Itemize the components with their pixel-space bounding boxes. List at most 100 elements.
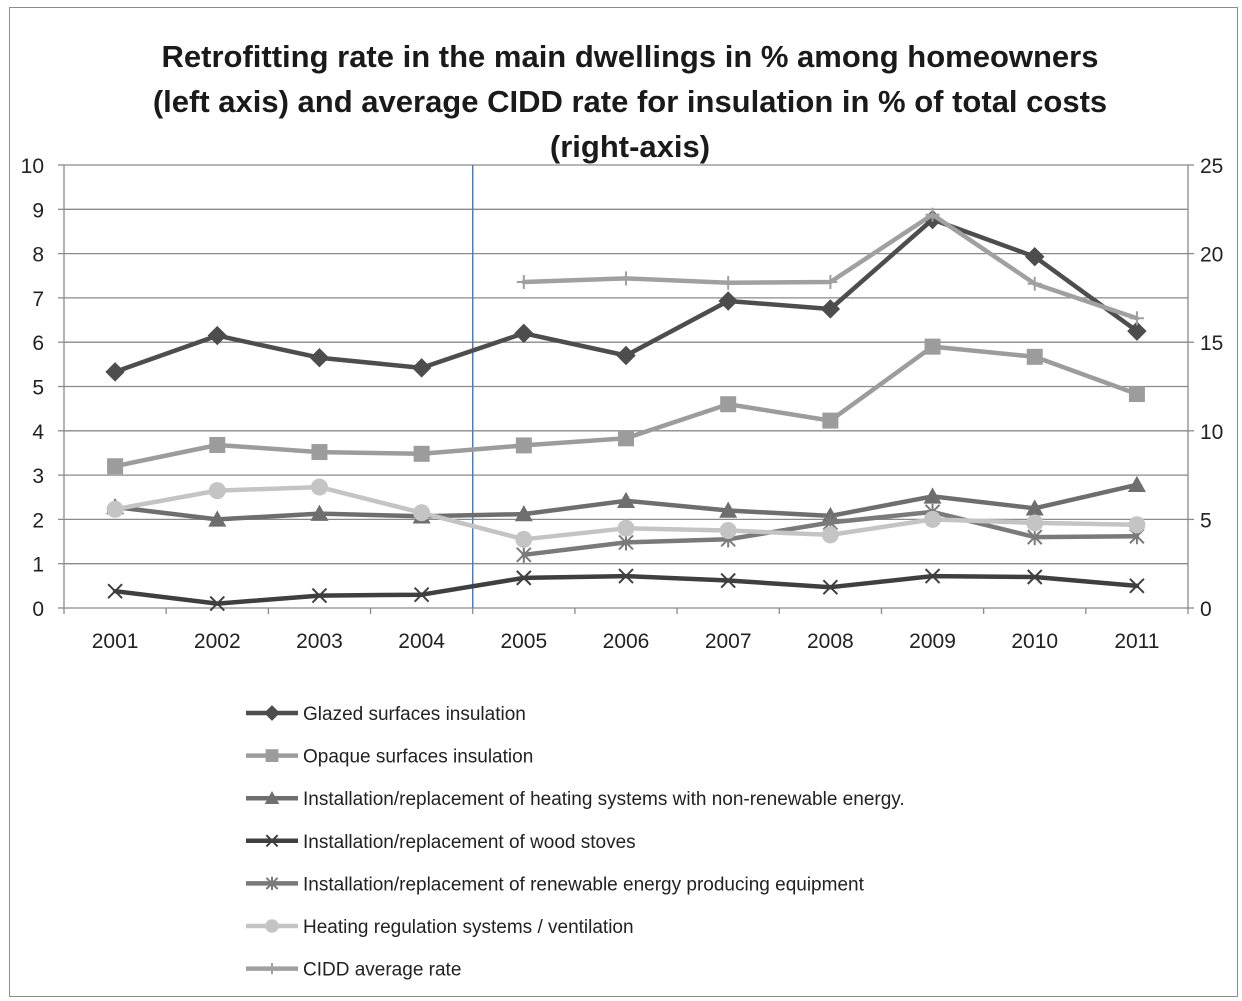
data-point [1026,348,1043,365]
data-point [1127,321,1147,341]
y-left-tick-label: 0 [32,598,44,621]
data-point [1027,529,1043,546]
series-3 [106,475,1146,527]
y-right-tick-label: 5 [1200,509,1212,532]
y-left-tick-label: 9 [32,199,44,222]
data-point [209,436,226,453]
data-point [822,412,839,429]
legend-label: Installation/replacement of heating syst… [303,789,905,810]
chart-title-line-2: (left axis) and average CIDD rate for in… [153,84,1107,119]
chart-title-line-3: (right-axis) [550,129,710,164]
legend-swatch-marker [265,919,279,933]
series-7 [516,207,1144,326]
data-point [719,501,738,518]
data-point [924,338,941,355]
x-tick-label: 2006 [603,630,650,653]
data-point [413,504,431,522]
data-point [516,546,532,563]
legend-label: Installation/replacement of renewable en… [303,874,865,895]
data-point [823,274,838,289]
data-point [107,583,123,599]
series-1 [105,209,1147,382]
data-point [924,568,941,584]
data-point [515,530,533,548]
axes: 0 1 2 3 4 5 6 7 8 9 10 0 5 10 15 20 25 2001 2002 2003 2004 20… [21,155,1224,653]
legend-entry: Glazed surfaces insulation [246,704,526,725]
legend-swatch-marker [264,791,280,804]
data-point [1128,516,1146,534]
legend-swatch-marker [265,749,279,762]
data-point [1027,569,1043,585]
data-point [514,505,533,522]
y-left-tick-label: 5 [32,377,44,400]
data-point [516,274,531,289]
series [105,207,1147,612]
y-right-tick-label: 10 [1200,421,1223,444]
legend-entry: Opaque surfaces insulation [246,747,533,768]
data-point [310,478,328,496]
legend-swatch-marker [266,963,278,975]
legend-label: Glazed surfaces insulation [303,704,526,725]
x-tick-label: 2011 [1114,630,1159,653]
data-point [820,299,841,319]
data-point [720,572,736,589]
data-point [1025,246,1045,267]
chart-title-line-1: Retrofitting rate in the main dwellings … [162,39,1099,74]
y-left-tick-label: 4 [32,421,44,444]
data-point [209,595,225,612]
legend-entry: Installation/replacement of heating syst… [246,789,905,810]
series-line [112,573,1140,606]
data-point [208,510,227,527]
data-point [516,570,532,586]
data-point [821,526,839,544]
y-left-tick-label: 7 [32,288,44,311]
data-point [718,291,738,311]
y-right-tick-label: 0 [1200,598,1212,621]
data-point [413,587,430,603]
y-left-tick-label: 6 [32,332,44,355]
data-point [721,275,736,290]
data-point [107,458,124,475]
legend-swatch-marker [264,705,280,721]
legend-label: CIDD average rate [303,960,461,981]
legend: Glazed surfaces insulation Opaque surface… [246,704,905,981]
data-point [1129,578,1145,594]
data-point [208,482,226,500]
chart-title: Retrofitting rate in the main dwellings … [153,39,1107,164]
x-tick-label: 2001 [92,630,139,653]
legend-label: Installation/replacement of wood stoves [303,832,636,853]
series-2 [107,338,1145,475]
series-4 [107,568,1145,612]
data-point [618,568,634,584]
data-point [311,444,328,461]
data-point [925,207,940,222]
legend-label: Heating regulation systems / ventilation [303,917,634,938]
data-point [822,579,839,595]
y-right-tick-label: 20 [1200,244,1223,267]
y-left-tick-label: 3 [32,465,44,488]
data-point [411,358,432,378]
data-point [309,347,330,368]
legend-entry: Installation/replacement of wood stoves [246,832,636,853]
data-point [1026,514,1044,532]
legend-entry: CIDD average rate [246,960,461,981]
y-left-tick-label: 10 [21,155,44,178]
data-point [311,587,328,604]
data-point [1127,475,1146,493]
y-left-tick-label: 1 [32,554,44,577]
data-point [105,362,125,382]
data-point [1129,311,1144,326]
x-tick-label: 2002 [194,630,241,653]
legend-entry: Installation/replacement of renewable en… [246,874,865,895]
data-point [106,500,124,518]
legend-entry: Heating regulation systems / ventilation [246,917,634,938]
x-tick-label: 2004 [398,630,445,653]
x-tick-label: 2010 [1011,630,1058,653]
x-tick-label: 2009 [909,630,956,653]
data-point [310,504,329,521]
x-tick-label: 2003 [296,630,343,653]
data-point [720,396,737,413]
series-6 [106,478,1146,548]
data-point [515,437,532,454]
